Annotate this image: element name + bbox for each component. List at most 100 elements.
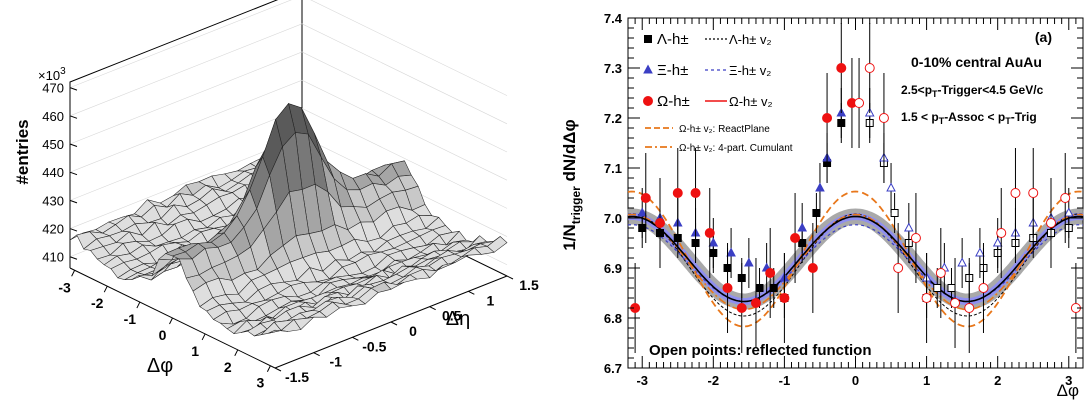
trigger-cut-label: 2.5<pT-Trigger<4.5 GeV/c (901, 83, 1044, 99)
z-tick-label: 450 (42, 137, 64, 152)
y-tick-label: 7.0 (604, 211, 622, 226)
z-gridline (69, 23, 508, 125)
y-tick-label: 7.2 (604, 111, 622, 126)
phi-tick (201, 333, 206, 341)
square-point (755, 284, 764, 292)
z-tick-label: 420 (42, 222, 64, 237)
eta-tick (390, 321, 398, 326)
z-tick (69, 199, 78, 204)
legend-label: Ξ-h± (657, 62, 688, 79)
z-tick-label: 430 (42, 193, 64, 208)
reflected-circle-point (893, 263, 904, 273)
triangle-point (797, 222, 808, 232)
z-tick (69, 115, 78, 119)
surface-axes: 410 420 430 440 450 460 470 -3 -2 -1 0 1 2 3 -1.5 -1 -0.… (42, 81, 539, 391)
circle-point (765, 268, 776, 278)
panel-tag: (a) (1035, 29, 1052, 45)
z-tick (69, 171, 78, 176)
triangle-point (815, 182, 825, 192)
reflected-circle-point (964, 303, 975, 313)
eta-axis-title: Δη (446, 308, 470, 330)
reflected-circle-point (935, 268, 946, 278)
reflected-circle-point (921, 293, 932, 303)
reflected-circle-point (854, 98, 865, 108)
y-axis-title: 1/Ntrigger dN/dΔφ (560, 119, 583, 250)
y-tick-label: 7.1 (604, 161, 622, 176)
x-tick-label: -3 (636, 373, 648, 388)
z-gridline (69, 51, 508, 153)
legend: Λ-h± Λ-h± v₂ Ξ-h± Ξ-h± v₂ Ω-h± Ω-h± v₂ Ω-h± v₂… (643, 31, 793, 154)
y-tick-label: 6.7 (604, 361, 622, 376)
xi-v2-curve (627, 224, 1084, 302)
x-tick-label: -1 (779, 373, 791, 388)
triangle-point (708, 237, 719, 247)
fit-curves (627, 190, 1084, 328)
z-tick-label: 410 (42, 250, 64, 265)
cumulant-curve (627, 213, 1084, 311)
legend-label: Λ-h± (657, 31, 689, 48)
x-tick-label: 0 (852, 373, 859, 388)
eta-tick (429, 306, 436, 311)
circle-point (672, 188, 683, 198)
reflected-circle-point (878, 113, 889, 123)
phi-tick (71, 270, 76, 277)
x-tick-label: 3 (1065, 373, 1072, 388)
reflected-circle-point (1046, 218, 1057, 228)
eta-tick-label: 1.5 (519, 277, 539, 293)
reflected-circle-point (1060, 193, 1071, 203)
eta-tick-label: -0.5 (362, 338, 386, 354)
phi-tick (169, 317, 173, 325)
omega-v2-curve (627, 215, 1084, 303)
z-axis-title: #entries (13, 119, 32, 184)
reflected-triangle-point (957, 257, 967, 267)
circle-point (640, 193, 651, 203)
legend-label: Ω-h± (657, 93, 690, 110)
triangle-point (637, 207, 648, 217)
circle-point (750, 298, 761, 308)
phi-tick-label: -2 (91, 295, 104, 311)
triangle-point (726, 247, 736, 257)
phi-tick-label: 3 (256, 375, 264, 391)
legend-v2-label: Λ-h± v₂ (729, 32, 772, 47)
assoc-cut-label: 1.5 < pT-Assoc < pT-Trig (901, 110, 1037, 126)
circle-point (736, 303, 747, 313)
reflected-circle-point (864, 63, 875, 73)
phi-tick-label: 0 (159, 327, 167, 343)
square-point (769, 284, 778, 292)
z-gridline (69, 108, 508, 209)
eta-tick-label: 0 (409, 323, 417, 339)
eta-tick (274, 367, 282, 372)
eta-tick-label: -1.5 (285, 369, 309, 385)
z-gridline (69, 79, 508, 181)
circle-point (807, 263, 818, 273)
reflected-triangle-point (1063, 207, 1074, 217)
triangle-point (643, 64, 653, 74)
reflected-triangle-point (992, 237, 1003, 247)
phi-tick (136, 301, 141, 309)
circle-point (704, 228, 715, 238)
circle-point (790, 233, 801, 243)
triangle-point (744, 257, 754, 267)
reflected-square-point (890, 209, 899, 217)
system-label: 0-10% central AuAu (911, 54, 1042, 70)
correlation-chart: 6.7 6.8 6.9 7.0 7.1 7.2 7.3 7.4 -3 -2 -1 0 1 2 3 1/Ntr… (560, 11, 1084, 400)
reflected-circle-point (1028, 188, 1039, 198)
reflected-square-point (933, 284, 942, 292)
phi-tick-label: -3 (58, 279, 71, 295)
data-points (630, 23, 1081, 353)
square-point (644, 35, 652, 43)
eta-tick (313, 352, 320, 357)
reflected-triangle-point (975, 247, 985, 257)
axis-ticks: 6.7 6.8 6.9 7.0 7.1 7.2 7.3 7.4 -3 -2 -1 0 1 2 3 (604, 11, 1084, 388)
eta-tick-label: -1 (329, 354, 342, 370)
surface-mesh (69, 102, 508, 337)
circle-point (690, 188, 701, 198)
z-tick (69, 87, 78, 91)
y-tick-label: 6.8 (604, 311, 622, 326)
eta-tick (506, 275, 514, 280)
legend-extra-label: Ω-h± v₂: 4-part. Cumulant (679, 143, 793, 154)
eta-tick (468, 290, 475, 295)
legend-v2-label: Ω-h± v₂ (729, 94, 773, 109)
z-tick (69, 228, 78, 232)
y-tick-label: 6.9 (604, 261, 622, 276)
